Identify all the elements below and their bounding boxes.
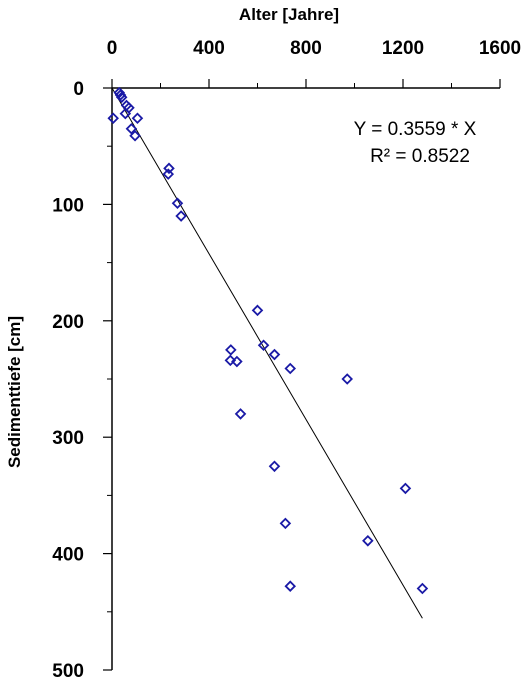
data-point [129,129,141,142]
data-point [416,582,429,595]
y-tick-label: 500 [52,661,84,682]
data-point [268,348,281,361]
x-tick-label: 800 [290,38,322,59]
data-point [224,354,237,367]
x-tick-label: 1600 [479,38,521,59]
r-squared: R² = 0.8522 [370,146,470,167]
data-point [131,112,144,125]
data-point [279,517,292,530]
data-point [175,210,187,222]
data-point [163,162,175,175]
data-point [119,107,132,120]
data-point [225,344,237,356]
x-tick-label: 0 [107,38,118,59]
y-tick-label: 300 [52,428,84,449]
y-tick-label: 0 [73,79,84,100]
y-tick-label: 400 [52,545,84,566]
data-point [268,460,281,473]
data-point [399,482,412,495]
data-point [171,197,184,210]
x-tick-label: 400 [193,38,225,59]
data-point [115,91,128,104]
data-point [362,535,374,547]
x-tick-label: 1200 [382,38,424,59]
data-point [257,339,270,352]
x-axis: 0 400 800 1200 1600 [107,38,521,88]
y-tick-label: 100 [52,195,84,216]
regression-line [111,87,423,619]
data-point [284,580,297,592]
data-point [162,168,175,180]
y-axis-title: Sedimenttiefe [cm] [5,316,24,468]
x-axis-title: Alter [Jahre] [239,5,339,24]
data-point [251,304,264,317]
y-tick-label: 200 [52,312,84,333]
data-points [107,86,429,595]
y-axis: 0 100 200 300 400 500 [52,79,112,682]
data-point [234,408,247,420]
regression-equation: Y = 0.3559 * X [354,119,477,140]
data-point [125,122,138,135]
data-point [341,373,353,385]
data-point [107,112,119,125]
data-point [284,362,297,375]
